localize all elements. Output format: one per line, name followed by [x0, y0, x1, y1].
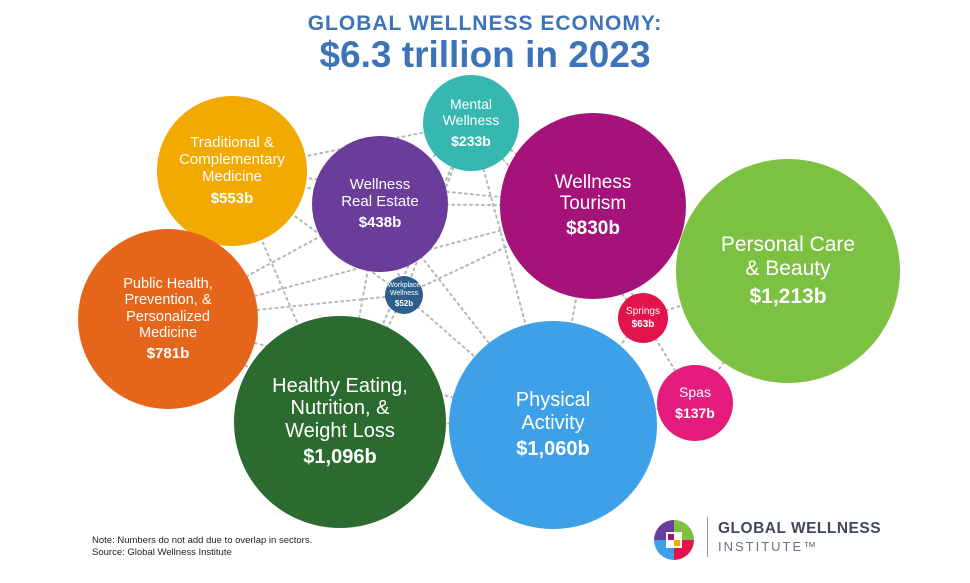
logo-divider [707, 517, 708, 557]
bubble-value: $1,213b [749, 284, 827, 308]
bubble-healthy-eating: Healthy Eating, Nutrition, & Weight Loss… [234, 316, 446, 528]
bubble-label: Wellness Real Estate [341, 175, 419, 210]
logo-subtitle: INSTITUTE™ [718, 539, 819, 554]
bubble-physical: Physical Activity $1,060b [449, 321, 657, 529]
connection-line [403, 205, 594, 296]
bubble-label: Workplace Wellness [387, 282, 421, 297]
bubble-mental: Mental Wellness $233b [423, 75, 519, 171]
footer-note: Note: Numbers do not add due to overlap … [92, 535, 312, 560]
logo-name: GLOBAL WELLNESS [718, 520, 882, 537]
title-line-2: $6.3 trillion in 2023 [319, 34, 651, 75]
bubble-label: Healthy Eating, Nutrition, & Weight Loss [272, 374, 408, 442]
bubble-value: $63b [631, 318, 655, 330]
bubble-value: $1,060b [516, 437, 590, 460]
bubble-value: $1,096b [303, 446, 377, 469]
bubble-label: Public Health, Prevention, & Personalize… [123, 276, 213, 341]
gwi-logo-icon [654, 520, 694, 560]
bubble-value: $233b [451, 132, 491, 149]
bubble-label: Physical Activity [515, 389, 591, 434]
bubble-traditional: Traditional & Complementary Medicine $553… [157, 96, 307, 246]
bubble-springs: Springs $63b [618, 293, 668, 343]
bubble-spas: Spas $137b [657, 365, 733, 441]
bubble-value: $781b [146, 344, 190, 362]
bubble-public-health: Public Health, Prevention, & Personalize… [78, 229, 258, 409]
bubble-value: $830b [566, 218, 620, 240]
note-text: Note: Numbers do not add due to overlap … [92, 535, 313, 546]
bubble-real-estate: Wellness Real Estate $438b [312, 136, 448, 272]
bubble-label: Springs [626, 306, 660, 318]
bubble-label: Spas [679, 384, 711, 401]
bubble-personal-care: Personal Care & Beauty $1,213b [676, 159, 900, 383]
bubble-label: Mental Wellness [442, 96, 500, 128]
title-line-1: GLOBAL WELLNESS ECONOMY: [307, 12, 663, 35]
bubble-label: Wellness Tourism [554, 171, 632, 214]
bubble-workplace: Workplace Wellness $52b [385, 276, 423, 314]
source-text: Source: Global Wellness Institute [92, 547, 232, 559]
bubble-value: $52b [394, 298, 414, 308]
bubble-value: $438b [358, 214, 402, 232]
bubble-label: Personal Care & Beauty [720, 233, 856, 280]
bubble-label: Traditional & Complementary Medicine [179, 134, 285, 185]
bubble-value: $137b [675, 404, 715, 421]
bubble-value: $553b [210, 189, 254, 207]
bubble-tourism: Wellness Tourism $830b [500, 113, 686, 299]
connection-line [167, 294, 405, 320]
